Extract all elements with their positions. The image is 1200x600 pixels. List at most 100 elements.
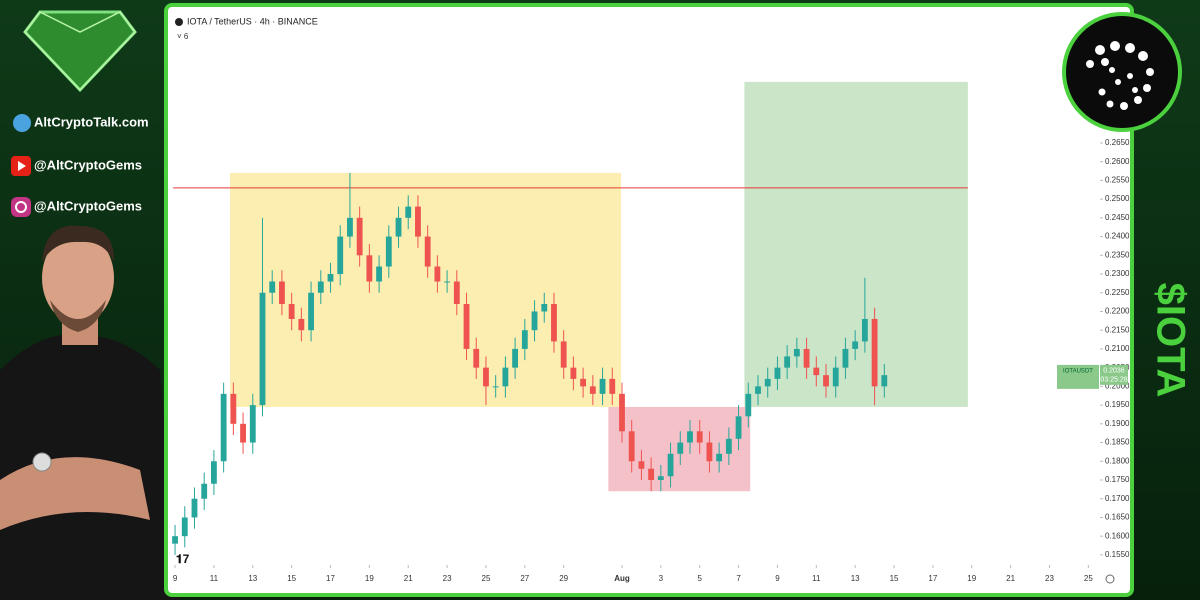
y-tick-label: 0.1600: [1105, 531, 1130, 540]
candle-body: [842, 348, 849, 368]
y-tick-label: 0.1950: [1105, 400, 1130, 409]
candle-body: [172, 536, 178, 544]
candle-body: [881, 375, 888, 387]
y-tick-label: 0.2550: [1105, 176, 1130, 185]
candle-body: [861, 318, 868, 342]
x-tick-label: 25: [1084, 574, 1093, 583]
candle-body: [415, 206, 421, 237]
symbol-icon: [175, 18, 183, 26]
tradingview-logo: 𝟏7: [176, 552, 190, 566]
x-tick-label: 7: [736, 574, 741, 583]
candle-body: [395, 217, 402, 237]
indicator-toggle[interactable]: ˅ 6: [177, 32, 189, 41]
instagram-icon: [11, 197, 31, 217]
site-text: AltCryptoTalk.com: [34, 114, 149, 129]
last-price-tag: [1100, 364, 1128, 385]
candle-body: [832, 367, 839, 387]
candle-body: [638, 461, 645, 469]
candle-body: [677, 442, 684, 454]
candle-body: [434, 266, 441, 282]
ticker-text: $IOTA: [1148, 283, 1192, 398]
brand-logo: [23, 10, 137, 93]
candle-body: [347, 217, 353, 237]
iota-logo-dots: [1086, 41, 1154, 110]
candle-body: [852, 341, 859, 349]
presenter-photo: [0, 225, 180, 600]
x-tick-label: 19: [967, 574, 976, 583]
candle-body: [706, 442, 713, 462]
last-price-box: [1057, 364, 1099, 389]
candle-body: [570, 367, 577, 379]
candle-body: [512, 348, 519, 368]
y-tick-label: 0.2000: [1105, 381, 1130, 390]
instagram-lens: [15, 201, 27, 213]
zone: [744, 81, 968, 407]
candle-body: [502, 367, 509, 387]
candle-body: [755, 386, 761, 394]
candle-body: [784, 356, 791, 368]
x-tick-label: 25: [482, 574, 491, 583]
x-tick-label: 23: [443, 574, 452, 583]
candle-body: [269, 281, 276, 293]
candle-body: [667, 453, 674, 477]
candle-body: [551, 303, 557, 342]
y-tick-label: 0.2200: [1105, 307, 1130, 316]
y-tick-label: 0.2500: [1105, 194, 1130, 203]
x-tick-label: 17: [928, 574, 937, 583]
x-tick-label: 13: [851, 574, 860, 583]
candle-body: [725, 438, 732, 454]
candle-body: [793, 348, 800, 357]
y-tick-label: 0.1800: [1105, 456, 1130, 465]
candle-body: [764, 378, 771, 387]
candle-body: [327, 274, 334, 282]
y-tick-label: 0.1700: [1105, 494, 1130, 503]
candle-body: [696, 431, 703, 443]
candle-body: [249, 405, 256, 443]
candle-body: [609, 378, 616, 394]
x-tick-label: 29: [559, 574, 568, 583]
candle-body: [337, 236, 344, 275]
youtube-text: @AltCryptoGems: [34, 157, 142, 172]
last-price-symbol: IOTAUSDT: [1063, 368, 1093, 374]
candle-body: [803, 348, 810, 368]
candle-body: [745, 393, 752, 417]
indicator-count: 6: [184, 32, 189, 41]
candle-body: [317, 281, 324, 293]
candle-body: [657, 476, 664, 480]
candle-body: [181, 517, 188, 537]
settings-icon[interactable]: [1105, 574, 1115, 584]
candle-body: [599, 378, 606, 394]
y-tick-label: 0.2400: [1105, 232, 1130, 241]
y-tick-label: 0.2100: [1105, 344, 1130, 353]
x-tick-label: 5: [697, 574, 702, 583]
y-tick-label: 0.2600: [1105, 157, 1130, 166]
candle-body: [376, 266, 382, 282]
candle-body: [444, 281, 451, 283]
last-price-value: 0.2036: [1103, 368, 1125, 375]
y-tick-label: 0.2450: [1105, 213, 1130, 222]
candle-body: [473, 348, 480, 368]
instagram-text: @AltCryptoGems: [34, 198, 142, 213]
y-tick-label: 0.2300: [1105, 269, 1130, 278]
candle-body: [288, 303, 295, 319]
candle-body: [687, 431, 693, 443]
x-tick-label: 11: [210, 574, 219, 583]
candle-body: [201, 483, 208, 499]
candle-body: [385, 236, 392, 267]
x-tick-label: 27: [520, 574, 529, 583]
x-tick-label: 19: [365, 574, 374, 583]
site-icon: [13, 114, 31, 132]
y-tick-label: 0.2650: [1105, 138, 1130, 147]
x-tick-label: 13: [248, 574, 257, 583]
candle-body: [279, 281, 285, 304]
candle-body: [648, 468, 655, 480]
candle-body: [774, 367, 781, 379]
candle-body: [366, 255, 373, 282]
x-tick-label: 15: [287, 574, 296, 583]
plot: 0.1550 0.1600 0.1650 0.1700 0.1750 0.1800 0.18…: [172, 81, 1130, 583]
candle-body: [191, 498, 198, 518]
candle-body: [259, 292, 266, 406]
x-tick-label: 11: [812, 574, 821, 583]
candle-body: [463, 303, 470, 349]
candle-body: [211, 461, 217, 484]
